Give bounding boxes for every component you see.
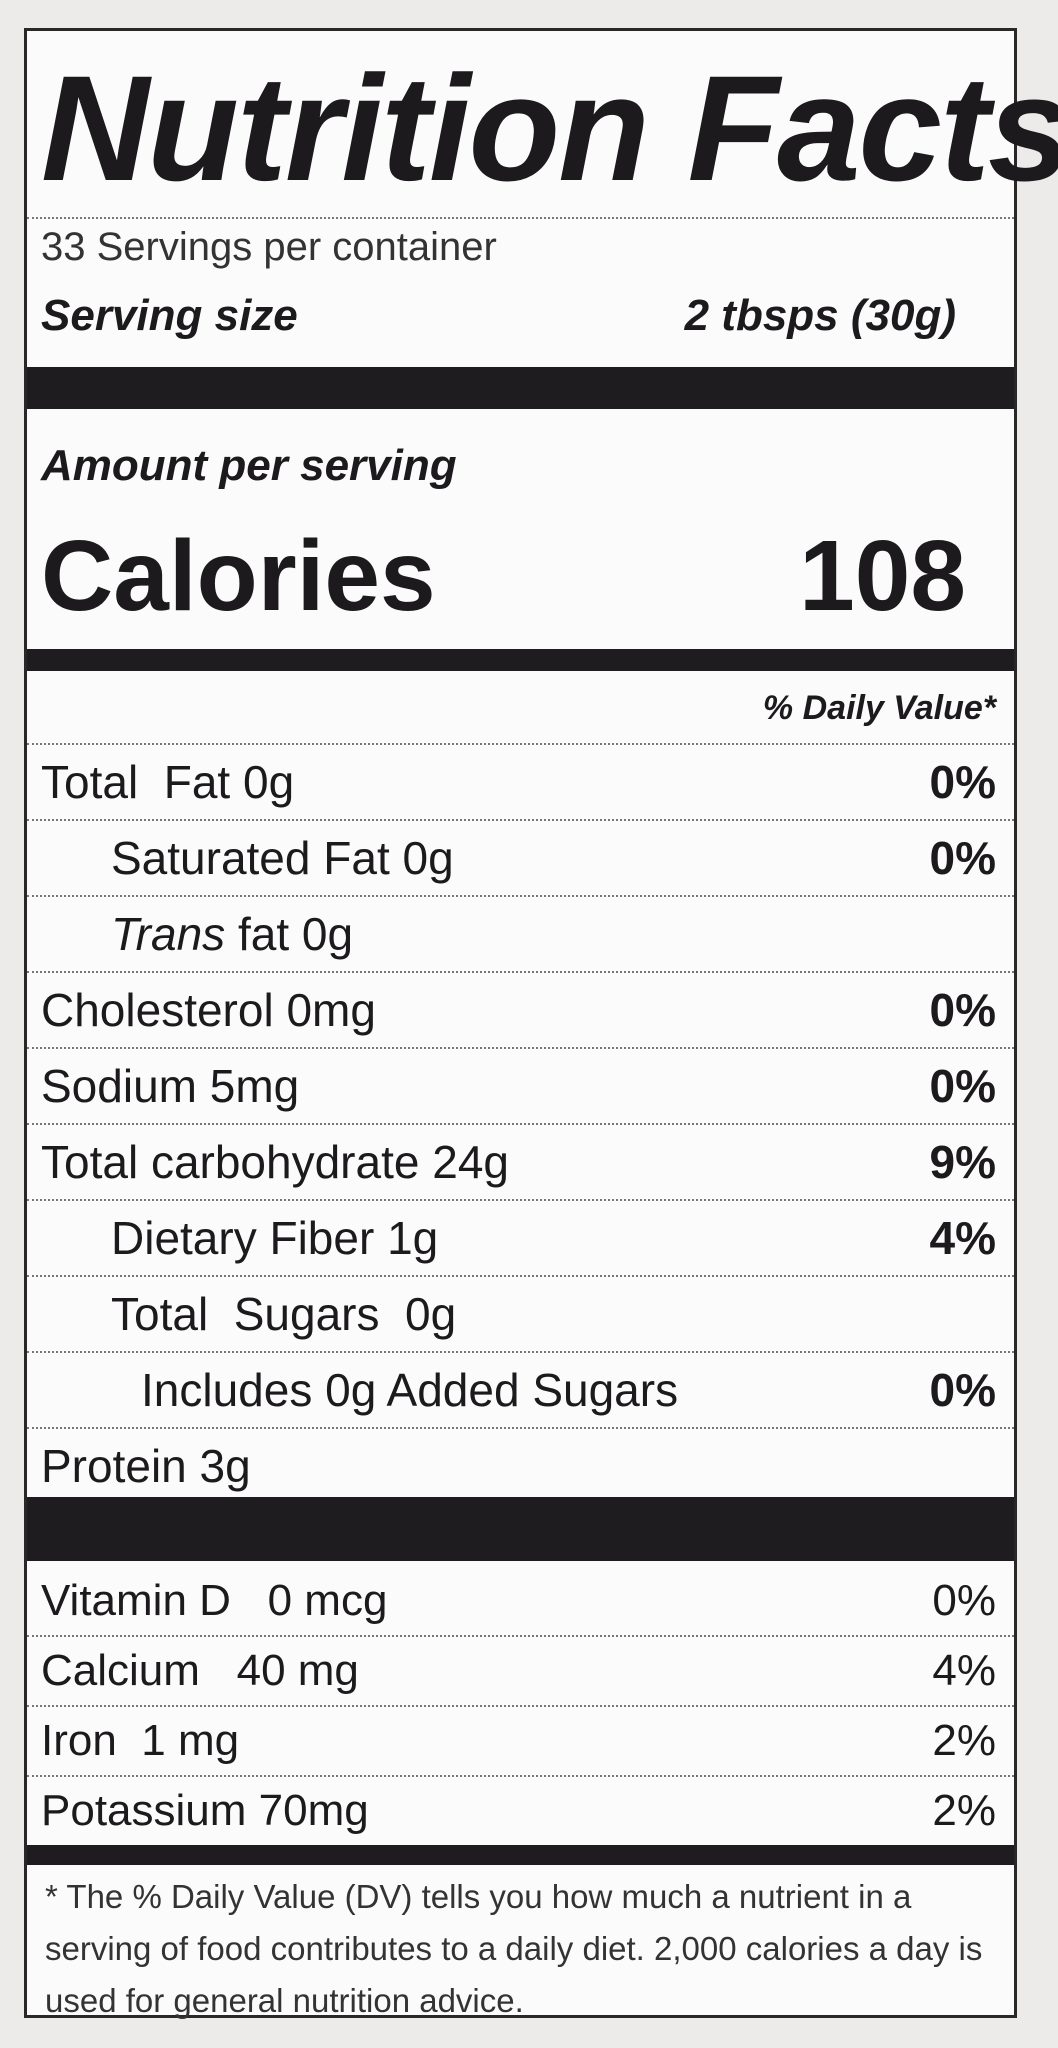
- vitamin-dv: 2%: [932, 1786, 996, 1835]
- thick-divider: [27, 1497, 1014, 1561]
- serving-size-label: Serving size: [41, 291, 298, 340]
- nutrient-row: Dietary Fiber 1g 4%: [27, 1199, 1014, 1275]
- servings-text: 33 Servings per container: [41, 224, 497, 269]
- nutrient-name: Protein 3g: [41, 1439, 251, 1493]
- nutrient-amount: 5mg: [196, 1060, 300, 1112]
- nutrient-label: Total Sugars 0g: [111, 1288, 457, 1340]
- nutrient-row: Saturated Fat 0g 0%: [27, 819, 1014, 895]
- nutrient-row: Cholesterol 0mg 0%: [27, 971, 1014, 1047]
- serving-size: Serving size 2 tbsps (30g): [41, 286, 996, 346]
- nutrition-facts-label: Nutrition Facts 33 Servings per containe…: [24, 28, 1058, 2019]
- amount-text: Amount per serving: [41, 441, 457, 490]
- vitamin-list: Vitamin D 0 mcg 0% Calcium 40 mg 4% Iron 1 m…: [27, 1567, 1014, 1845]
- vitamin-dv: 2%: [932, 1716, 996, 1765]
- medium-divider: [27, 649, 1014, 671]
- nutrient-dv: 4%: [929, 1212, 996, 1264]
- nutrient-list: Total Fat 0g 0% Saturated Fat 0g 0% Trans fa…: [27, 743, 1014, 1503]
- nutrient-label: Dietary Fiber 1g: [111, 1212, 439, 1264]
- vitamin-name: Iron 1 mg: [41, 1716, 240, 1765]
- vitamin-row: Potassium 70mg 2%: [27, 1775, 1014, 1845]
- nutrient-row: Total Sugars 0g: [27, 1275, 1014, 1351]
- nutrient-row: Trans fat 0g: [27, 895, 1014, 971]
- vitamin-name: Potassium 70mg: [41, 1786, 369, 1835]
- nutrient-name: Dietary Fiber 1g: [111, 1211, 438, 1265]
- serving-size-value: 2 tbsps (30g): [684, 291, 956, 340]
- calories-value: 108: [799, 519, 966, 632]
- nutrient-name: Trans fat 0g: [111, 907, 353, 961]
- nutrient-row: Includes 0g Added Sugars 0%: [27, 1351, 1014, 1427]
- servings-per-container: 33 Servings per container: [41, 223, 996, 271]
- nutrient-label: Trans: [111, 908, 226, 960]
- nutrient-dv: 0%: [929, 832, 996, 884]
- nutrient-amount: 0g: [230, 756, 295, 808]
- nutrient-name: Total carbohydrate 24g: [41, 1135, 509, 1189]
- nutrient-label: Saturated Fat 0g: [111, 832, 454, 884]
- vitamin-dv: 0%: [932, 1576, 996, 1625]
- nutrient-amount: 24g: [419, 1136, 509, 1188]
- nutrient-row: Total Fat 0g 0%: [27, 743, 1014, 819]
- medium-divider: [27, 1845, 1014, 1865]
- nutrient-dv: 0%: [929, 1364, 996, 1416]
- nutrient-name: Includes 0g Added Sugars: [141, 1363, 678, 1417]
- nutrient-name: Saturated Fat 0g: [111, 831, 454, 885]
- nutrient-row: Protein 3g: [27, 1427, 1014, 1503]
- nutrient-dv: 0%: [929, 984, 996, 1036]
- vitamin-row: Calcium 40 mg 4%: [27, 1635, 1014, 1705]
- vitamin-row: Iron 1 mg 2%: [27, 1705, 1014, 1775]
- nutrient-label: Protein: [41, 1440, 187, 1492]
- nutrient-row: Total carbohydrate 24g 9%: [27, 1123, 1014, 1199]
- nutrient-amount: fat 0g: [225, 908, 354, 960]
- nutrient-label: Cholesterol: [41, 984, 274, 1036]
- nutrient-label: Sodium: [41, 1060, 197, 1112]
- footnote: * The % Daily Value (DV) tells you how m…: [45, 1878, 983, 2019]
- nutrient-dv: 0%: [929, 756, 996, 808]
- divider: [27, 217, 1014, 219]
- vitamin-name: Calcium 40 mg: [41, 1646, 359, 1695]
- nutrient-dv: 9%: [929, 1136, 996, 1188]
- vitamin-name: Vitamin D 0 mcg: [41, 1576, 388, 1625]
- nutrient-label: Total carbohydrate: [41, 1136, 420, 1188]
- vitamin-dv: 4%: [932, 1646, 996, 1695]
- dv-header-text: % Daily Value*: [762, 688, 996, 727]
- thick-divider: [27, 367, 1014, 409]
- calories-label: Calories: [41, 519, 436, 632]
- nutrient-name: Sodium 5mg: [41, 1059, 299, 1113]
- nutrient-amount: 3g: [186, 1440, 251, 1492]
- nutrient-label: Includes 0g Added Sugars: [141, 1364, 679, 1416]
- vitamin-row: Vitamin D 0 mcg 0%: [27, 1567, 1014, 1635]
- nutrient-label: Total Fat: [41, 756, 231, 808]
- calories-row: Calories 108: [41, 519, 996, 632]
- daily-value-header: % Daily Value*: [41, 681, 996, 735]
- nutrient-name: Total Fat 0g: [41, 755, 294, 809]
- nutrient-row: Sodium 5mg 0%: [27, 1047, 1014, 1123]
- nutrient-name: Cholesterol 0mg: [41, 983, 376, 1037]
- amount-per-serving: Amount per serving: [41, 436, 996, 496]
- nutrient-name: Total Sugars 0g: [111, 1287, 456, 1341]
- nutrient-dv: 0%: [929, 1060, 996, 1112]
- label-title: Nutrition Facts: [41, 44, 1058, 212]
- nutrient-amount: 0mg: [273, 984, 376, 1036]
